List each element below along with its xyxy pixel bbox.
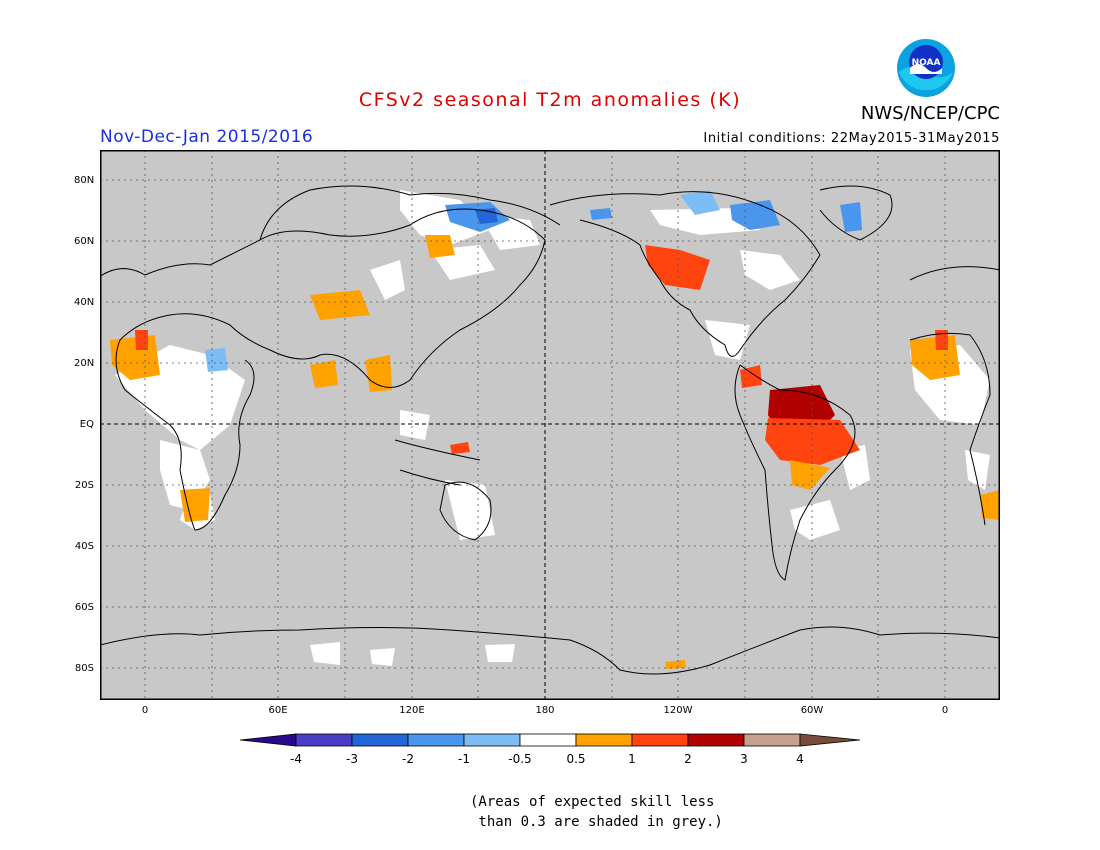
- colorbar-bin: [743, 733, 801, 747]
- map-frame: [100, 150, 1000, 700]
- colorbar-label: -4: [290, 752, 302, 766]
- agency-label: NWS/NCEP/CPC: [860, 103, 1000, 124]
- warm-anomaly-areas: [110, 235, 1000, 669]
- lon-label: 60W: [800, 705, 824, 716]
- grid-lines: [100, 150, 1000, 700]
- lat-label: 20N: [74, 358, 95, 369]
- lon-label: 0: [941, 705, 949, 716]
- map-background: [100, 150, 1000, 700]
- chart-title: CFSv2 seasonal T2m anomalies (K): [358, 89, 742, 111]
- colorbar-bin: [575, 733, 633, 747]
- colorbar-label: 0.5: [566, 752, 586, 766]
- colorbar-label: 2: [684, 752, 692, 766]
- lon-label: 120W: [663, 705, 693, 716]
- noaa-logo: NOAA: [897, 39, 955, 97]
- lat-label: 40S: [74, 541, 94, 552]
- forecast-period: Nov-Dec-Jan 2015/2016: [100, 127, 314, 147]
- lat-label: 80N: [74, 175, 95, 186]
- lat-label: 20S: [74, 480, 94, 491]
- colorbar: [239, 733, 861, 747]
- lon-label: 120E: [399, 705, 425, 716]
- lon-label: 0: [141, 705, 149, 716]
- colorbar-label: -0.5: [508, 752, 532, 766]
- lat-label: 40N: [74, 297, 95, 308]
- colorbar-label: -3: [346, 752, 358, 766]
- colorbar-bin: [519, 733, 577, 747]
- logo-text: NOAA: [912, 58, 941, 68]
- lon-label: 180: [535, 705, 555, 716]
- colorbar-bin: [687, 733, 745, 747]
- coastlines: [100, 185, 1000, 675]
- colorbar-bin: [407, 733, 465, 747]
- lat-label: EQ: [79, 419, 94, 430]
- colorbar-bin: [631, 733, 689, 747]
- initial-conditions: Initial conditions: 22May2015-31May2015: [703, 131, 1000, 146]
- lat-label: 60N: [74, 236, 95, 247]
- anomaly-map: [100, 150, 1000, 700]
- colorbar-label: 1: [628, 752, 636, 766]
- lat-label: 80S: [74, 663, 94, 674]
- skill-note-line-2: than 0.3 are shaded in grey.): [470, 814, 723, 830]
- colorbar-label: -1: [458, 752, 470, 766]
- lat-label: 60S: [74, 602, 94, 613]
- colorbar-label: 3: [740, 752, 748, 766]
- colorbar-label: -2: [402, 752, 414, 766]
- colorbar-label: 4: [796, 752, 804, 766]
- colorbar-arrow-low: [239, 733, 297, 747]
- lon-label: 60E: [268, 705, 288, 716]
- colorbar-bin: [295, 733, 353, 747]
- colorbar-arrow-high: [799, 733, 861, 747]
- colorbar-bin: [351, 733, 409, 747]
- skill-note-line-1: (Areas of expected skill less: [470, 794, 715, 810]
- skill-note: (Areas of expected skill less than 0.3 a…: [470, 792, 723, 832]
- colorbar-bin: [463, 733, 521, 747]
